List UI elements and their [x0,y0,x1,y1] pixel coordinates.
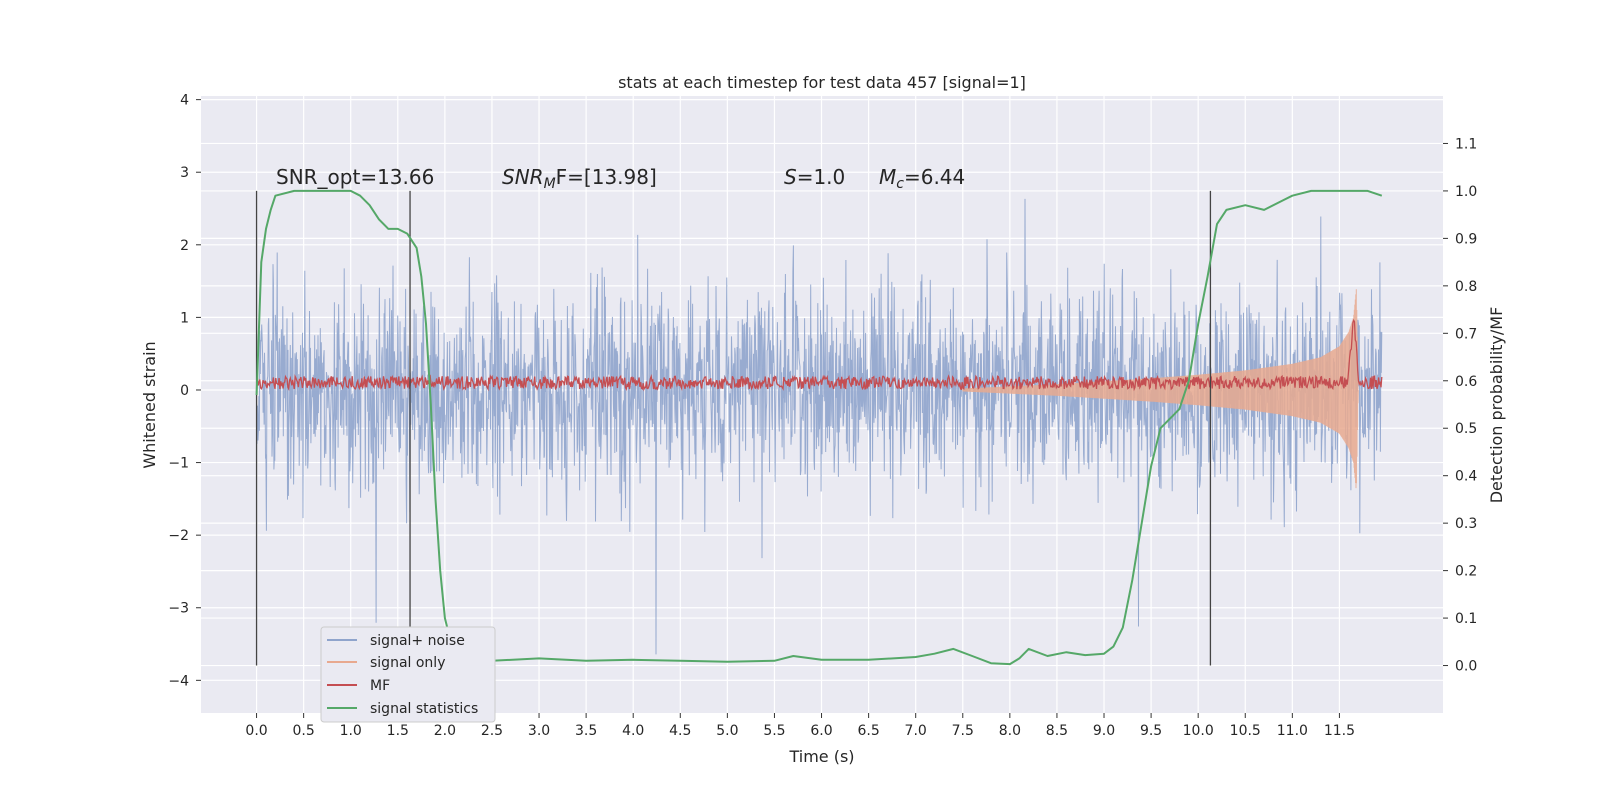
legend-label-signal-only: signal only [370,655,445,671]
series-signal-statistics [255,189,1383,666]
legend: signal+ noise signal only MF signal stat… [320,626,496,723]
series-signal-noise [256,198,1383,655]
x-tick-label: 11.0 [1277,723,1308,739]
x-tick-label: 5.5 [763,723,785,739]
legend-label-signal-noise: signal+ noise [370,633,465,649]
y2-tick-label: 0.6 [1455,374,1477,390]
mc-sub: c [896,176,904,192]
y-tick-label: 3 [180,165,189,181]
y-tick-label: 2 [180,238,189,254]
annotation-snr-opt: SNR_opt=13.66 [276,165,434,189]
x-tick-label: 3.5 [575,723,597,739]
y2-tick-label: 0.8 [1455,279,1477,295]
y2-tick-label: 0.7 [1455,326,1477,342]
annotation-s: S=1.0 [784,165,845,189]
s-label: S [784,165,797,189]
y2-tick-label: 0.9 [1455,231,1477,247]
y-axis-label: Whitened strain [140,341,159,468]
x-tick-label: 0.5 [293,723,315,739]
x-tick-label: 11.5 [1324,723,1355,739]
x-tick-label: 9.5 [1140,723,1162,739]
x-axis-label: Time (s) [788,747,854,766]
y2-tick-label: 0.3 [1455,516,1477,532]
x-tick-label: 7.0 [905,723,927,739]
legend-box [320,626,496,723]
x-tick-label: 1.5 [387,723,409,739]
x-tick-label: 4.0 [622,723,644,739]
x-tick-label: 10.0 [1183,723,1214,739]
x-tick-label: 4.5 [669,723,691,739]
y-tick-label: −1 [168,456,189,472]
snr-mf-tail: F=[13.98] [556,165,657,189]
y-tick-label: −3 [168,601,189,617]
y2-tick-label: 0.4 [1455,469,1477,485]
x-tick-label: 9.0 [1093,723,1115,739]
x-tick-label: 2.5 [481,723,503,739]
series-mf [256,318,1383,392]
legend-label-signal-statistics: signal statistics [370,701,478,717]
chart-title: stats at each timestep for test data 457… [618,73,1026,92]
y2-tick-label: 0.0 [1455,659,1477,675]
y-tick-label: −2 [168,528,189,544]
y2-tick-label: 1.1 [1455,136,1477,152]
mc-value: =6.44 [904,165,965,189]
y-tick-label: 1 [180,310,189,326]
snr-mf-main: SNR [502,165,544,189]
x-tick-label: 10.5 [1230,723,1261,739]
x-tick-label: 6.5 [857,723,879,739]
x-tick-label: 8.0 [999,723,1021,739]
s-value: =1.0 [797,165,846,189]
x-tick-label: 8.5 [1046,723,1068,739]
y2-tick-label: 0.1 [1455,611,1477,627]
y-tick-label: 4 [180,93,189,109]
x-tick-label: 3.0 [528,723,550,739]
snr-mf-sub: M [544,176,556,192]
series-signal-only [962,289,1359,489]
y-tick-label: −4 [168,673,189,689]
y2-tick-label: 0.2 [1455,564,1477,580]
x-tick-label: 5.0 [716,723,738,739]
x-tick-label: 7.5 [952,723,974,739]
x-tick-label: 6.0 [810,723,832,739]
x-tick-label: 0.0 [245,723,267,739]
axes: 0.0 0.5 1.0 1.5 2.0 2.5 3.0 3.5 4.0 4.5 5.0 5.5 6.0 6… [168,93,1477,739]
y2-tick-label: 0.5 [1455,421,1477,437]
x-tick-label: 2.0 [434,723,456,739]
series-layer [255,189,1383,666]
y2-tick-label: 1.0 [1455,184,1477,200]
annotation-snr-mf: SNRMF=[13.98] [502,165,657,192]
x-tick-label: 1.0 [340,723,362,739]
y-tick-label: 0 [180,383,189,399]
y2-axis-label: Detection probability/MF [1487,307,1506,504]
legend-label-mf: MF [370,678,390,694]
annotation-mc: Mc=6.44 [879,165,965,192]
mc-main: M [879,165,896,189]
